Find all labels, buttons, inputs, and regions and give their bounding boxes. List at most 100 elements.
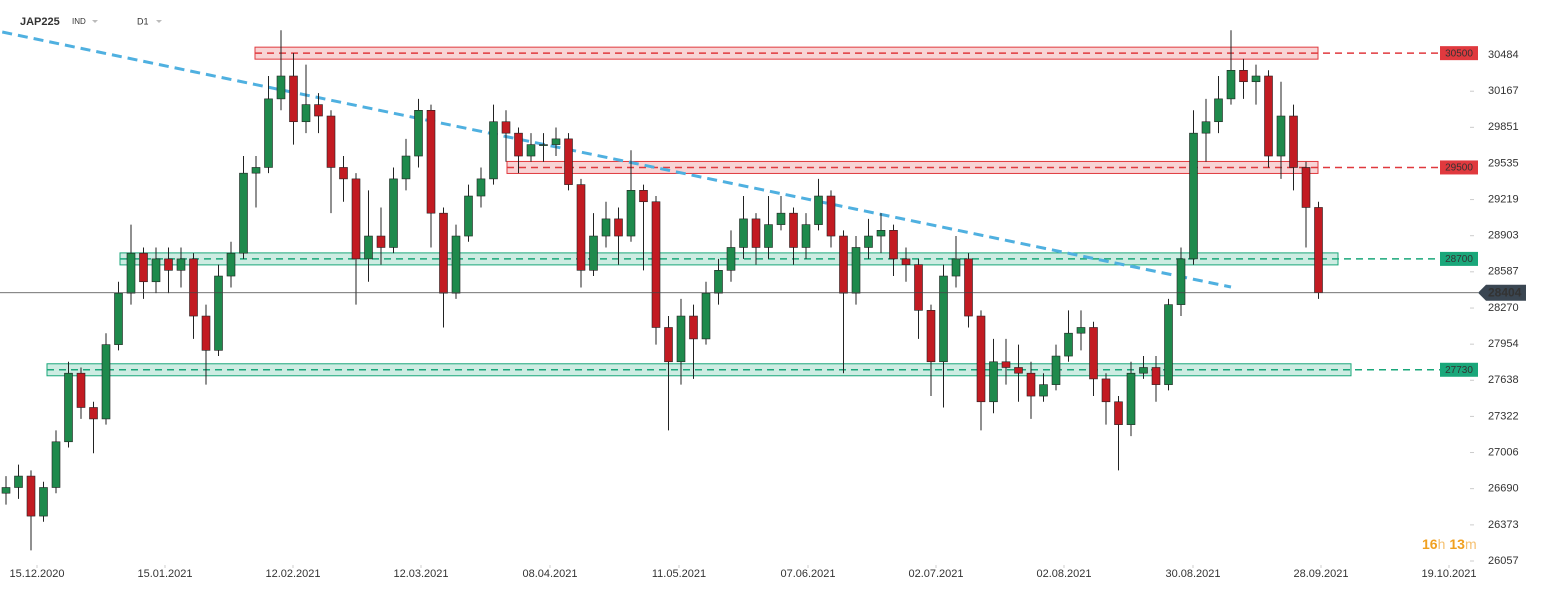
caret[interactable] bbox=[156, 20, 162, 23]
candle-body bbox=[964, 258, 973, 317]
caret[interactable] bbox=[92, 20, 98, 23]
candle-body bbox=[876, 230, 886, 237]
candle-body bbox=[1201, 121, 1211, 134]
candle-body bbox=[1101, 378, 1111, 403]
candle-body bbox=[764, 224, 773, 248]
candle-body bbox=[389, 178, 398, 248]
countdown: 16h 13m bbox=[1422, 536, 1477, 552]
candle-body bbox=[76, 372, 86, 408]
candle-body bbox=[889, 230, 898, 260]
candle-body bbox=[14, 475, 23, 488]
candle-body bbox=[801, 224, 811, 248]
countdown-unit: h bbox=[1438, 536, 1446, 552]
candle-body bbox=[714, 270, 723, 294]
candle-body bbox=[1301, 167, 1311, 208]
level-label: 30500 bbox=[1445, 48, 1473, 59]
candle-body bbox=[826, 195, 836, 237]
candle-body bbox=[351, 178, 361, 260]
y-tick-label: 29219 bbox=[1488, 193, 1519, 205]
candle-body bbox=[26, 475, 36, 517]
candle-body bbox=[1314, 207, 1323, 294]
y-tick-label: 27638 bbox=[1488, 374, 1519, 386]
x-tick-label: 08.04.2021 bbox=[522, 568, 577, 580]
candle-body bbox=[226, 252, 236, 277]
candle-body bbox=[914, 264, 923, 311]
candle-body bbox=[339, 167, 348, 180]
candle-body bbox=[126, 252, 136, 294]
candle-body bbox=[814, 195, 823, 225]
level-label: 29500 bbox=[1445, 163, 1473, 174]
candle-body bbox=[939, 275, 948, 363]
candle-body bbox=[301, 104, 311, 123]
candle-body bbox=[1089, 327, 1098, 380]
level-tag bbox=[1440, 251, 1478, 266]
candle-body bbox=[1, 487, 11, 494]
candle-body bbox=[1214, 98, 1223, 123]
candle-body bbox=[989, 361, 998, 403]
candle-body bbox=[1001, 361, 1011, 368]
candle-body bbox=[1276, 115, 1286, 157]
candle-body bbox=[1239, 69, 1248, 83]
candle-body bbox=[751, 218, 761, 248]
symbol[interactable]: JAP225 bbox=[20, 16, 60, 28]
candle-body bbox=[1026, 372, 1036, 397]
candle-body bbox=[551, 138, 561, 145]
candle-body bbox=[976, 315, 986, 403]
candle-body bbox=[1289, 115, 1298, 168]
candle-body bbox=[151, 258, 161, 283]
candle-body bbox=[1039, 384, 1048, 397]
candle-body bbox=[1076, 327, 1086, 334]
candle-body bbox=[114, 292, 123, 345]
candle-body bbox=[89, 407, 98, 420]
countdown-unit: m bbox=[1465, 536, 1477, 552]
level-tag bbox=[1440, 160, 1478, 175]
x-tick-label: 19.10.2021 bbox=[1421, 568, 1476, 580]
candle-body bbox=[1264, 75, 1273, 157]
x-tick-label: 28.09.2021 bbox=[1293, 568, 1348, 580]
candle-body bbox=[526, 144, 536, 157]
candle-body bbox=[464, 195, 473, 237]
candle-body bbox=[264, 98, 273, 168]
candle-body bbox=[1051, 355, 1061, 385]
candle-body bbox=[414, 110, 423, 157]
candle-body bbox=[451, 235, 461, 294]
candle-body bbox=[101, 344, 111, 420]
candle-body bbox=[864, 235, 873, 248]
x-tick-label: 15.01.2021 bbox=[137, 568, 192, 580]
candle-body bbox=[789, 212, 798, 248]
candle-body bbox=[39, 487, 48, 517]
interval[interactable]: D1 bbox=[137, 16, 149, 26]
candle-body bbox=[51, 441, 61, 488]
x-tick-label: 11.05.2021 bbox=[652, 568, 706, 580]
candle-body bbox=[201, 315, 211, 351]
y-tick-label: 26373 bbox=[1488, 519, 1519, 531]
y-tick-label: 28903 bbox=[1488, 230, 1519, 242]
y-tick-label: 27006 bbox=[1488, 446, 1519, 458]
candle-body bbox=[1064, 332, 1073, 357]
y-tick-label: 28587 bbox=[1488, 266, 1519, 278]
x-tick-label: 15.12.2020 bbox=[9, 568, 64, 580]
candle-body bbox=[376, 235, 386, 248]
y-tick-label: 27322 bbox=[1488, 410, 1519, 422]
candle-body bbox=[701, 292, 711, 340]
candle-body bbox=[1151, 367, 1161, 385]
x-tick-label: 02.07.2021 bbox=[908, 568, 963, 580]
candle-body bbox=[676, 315, 686, 363]
candle-body bbox=[289, 75, 298, 123]
y-tick-label: 28270 bbox=[1488, 302, 1519, 314]
candle-body bbox=[639, 190, 648, 203]
y-tick-label: 26057 bbox=[1488, 555, 1519, 567]
candle-body bbox=[1014, 367, 1023, 374]
candle-body bbox=[901, 258, 911, 265]
candle-body bbox=[651, 201, 661, 328]
level-label: 28700 bbox=[1445, 254, 1473, 265]
x-tick-label: 12.02.2021 bbox=[265, 568, 320, 580]
candle-body bbox=[539, 144, 548, 146]
candle-body bbox=[164, 258, 173, 271]
candle-body bbox=[776, 212, 786, 225]
candle-body bbox=[589, 235, 598, 271]
candle-body bbox=[251, 167, 261, 174]
candle-body bbox=[1114, 401, 1123, 425]
candle-body bbox=[926, 310, 936, 363]
candle-body bbox=[564, 138, 573, 185]
